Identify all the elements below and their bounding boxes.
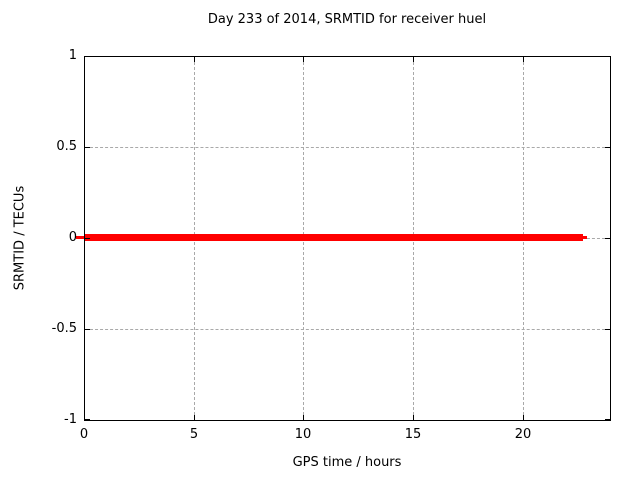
series-srmtid-right-end: [583, 236, 587, 239]
series-srmtid-line: [84, 234, 583, 241]
xtick-top-20: [523, 57, 524, 62]
ytick-label-m0p5: -0.5: [51, 321, 77, 336]
ytick-label-1: 1: [68, 48, 77, 63]
ytick-right-1: [605, 56, 610, 57]
xtick-top-10: [303, 57, 304, 62]
ytick-left-1: [85, 56, 90, 57]
ytick-left-m1: [85, 419, 90, 420]
gridline-y-0p5: [85, 147, 610, 148]
ytick-right-0p5: [605, 147, 610, 148]
xtick-label-20: 20: [514, 427, 532, 442]
ytick-left-0p5: [85, 147, 90, 148]
ytick-right-m1: [605, 419, 610, 420]
ytick-left-0: [85, 238, 90, 239]
xtick-top-15: [413, 57, 414, 62]
ytick-label-m1: -1: [64, 412, 77, 427]
xtick-bottom-15: [413, 415, 414, 420]
chart-title: Day 233 of 2014, SRMTID for receiver hue…: [207, 12, 487, 27]
xtick-bottom-20: [523, 415, 524, 420]
series-srmtid-left-end: [76, 236, 85, 239]
xtick-label-5: 5: [189, 427, 199, 442]
xtick-label-10: 10: [294, 427, 312, 442]
plot-area-border: [84, 56, 611, 421]
xtick-bottom-0: [84, 415, 85, 420]
xtick-top-5: [194, 57, 195, 62]
ytick-left-m0p5: [85, 329, 90, 330]
ytick-label-0p5: 0.5: [56, 139, 77, 154]
x-axis-label: GPS time / hours: [292, 455, 402, 470]
ytick-right-m0p5: [605, 329, 610, 330]
xtick-bottom-5: [194, 415, 195, 420]
xtick-bottom-10: [303, 415, 304, 420]
xtick-top-0: [84, 57, 85, 62]
xtick-label-15: 15: [404, 427, 422, 442]
gridline-y-m0p5: [85, 329, 610, 330]
ytick-label-0: 0: [68, 230, 77, 245]
ytick-right-0: [605, 238, 610, 239]
xtick-label-0: 0: [79, 427, 89, 442]
y-axis-label: SRMTID / TECUs: [12, 185, 28, 291]
